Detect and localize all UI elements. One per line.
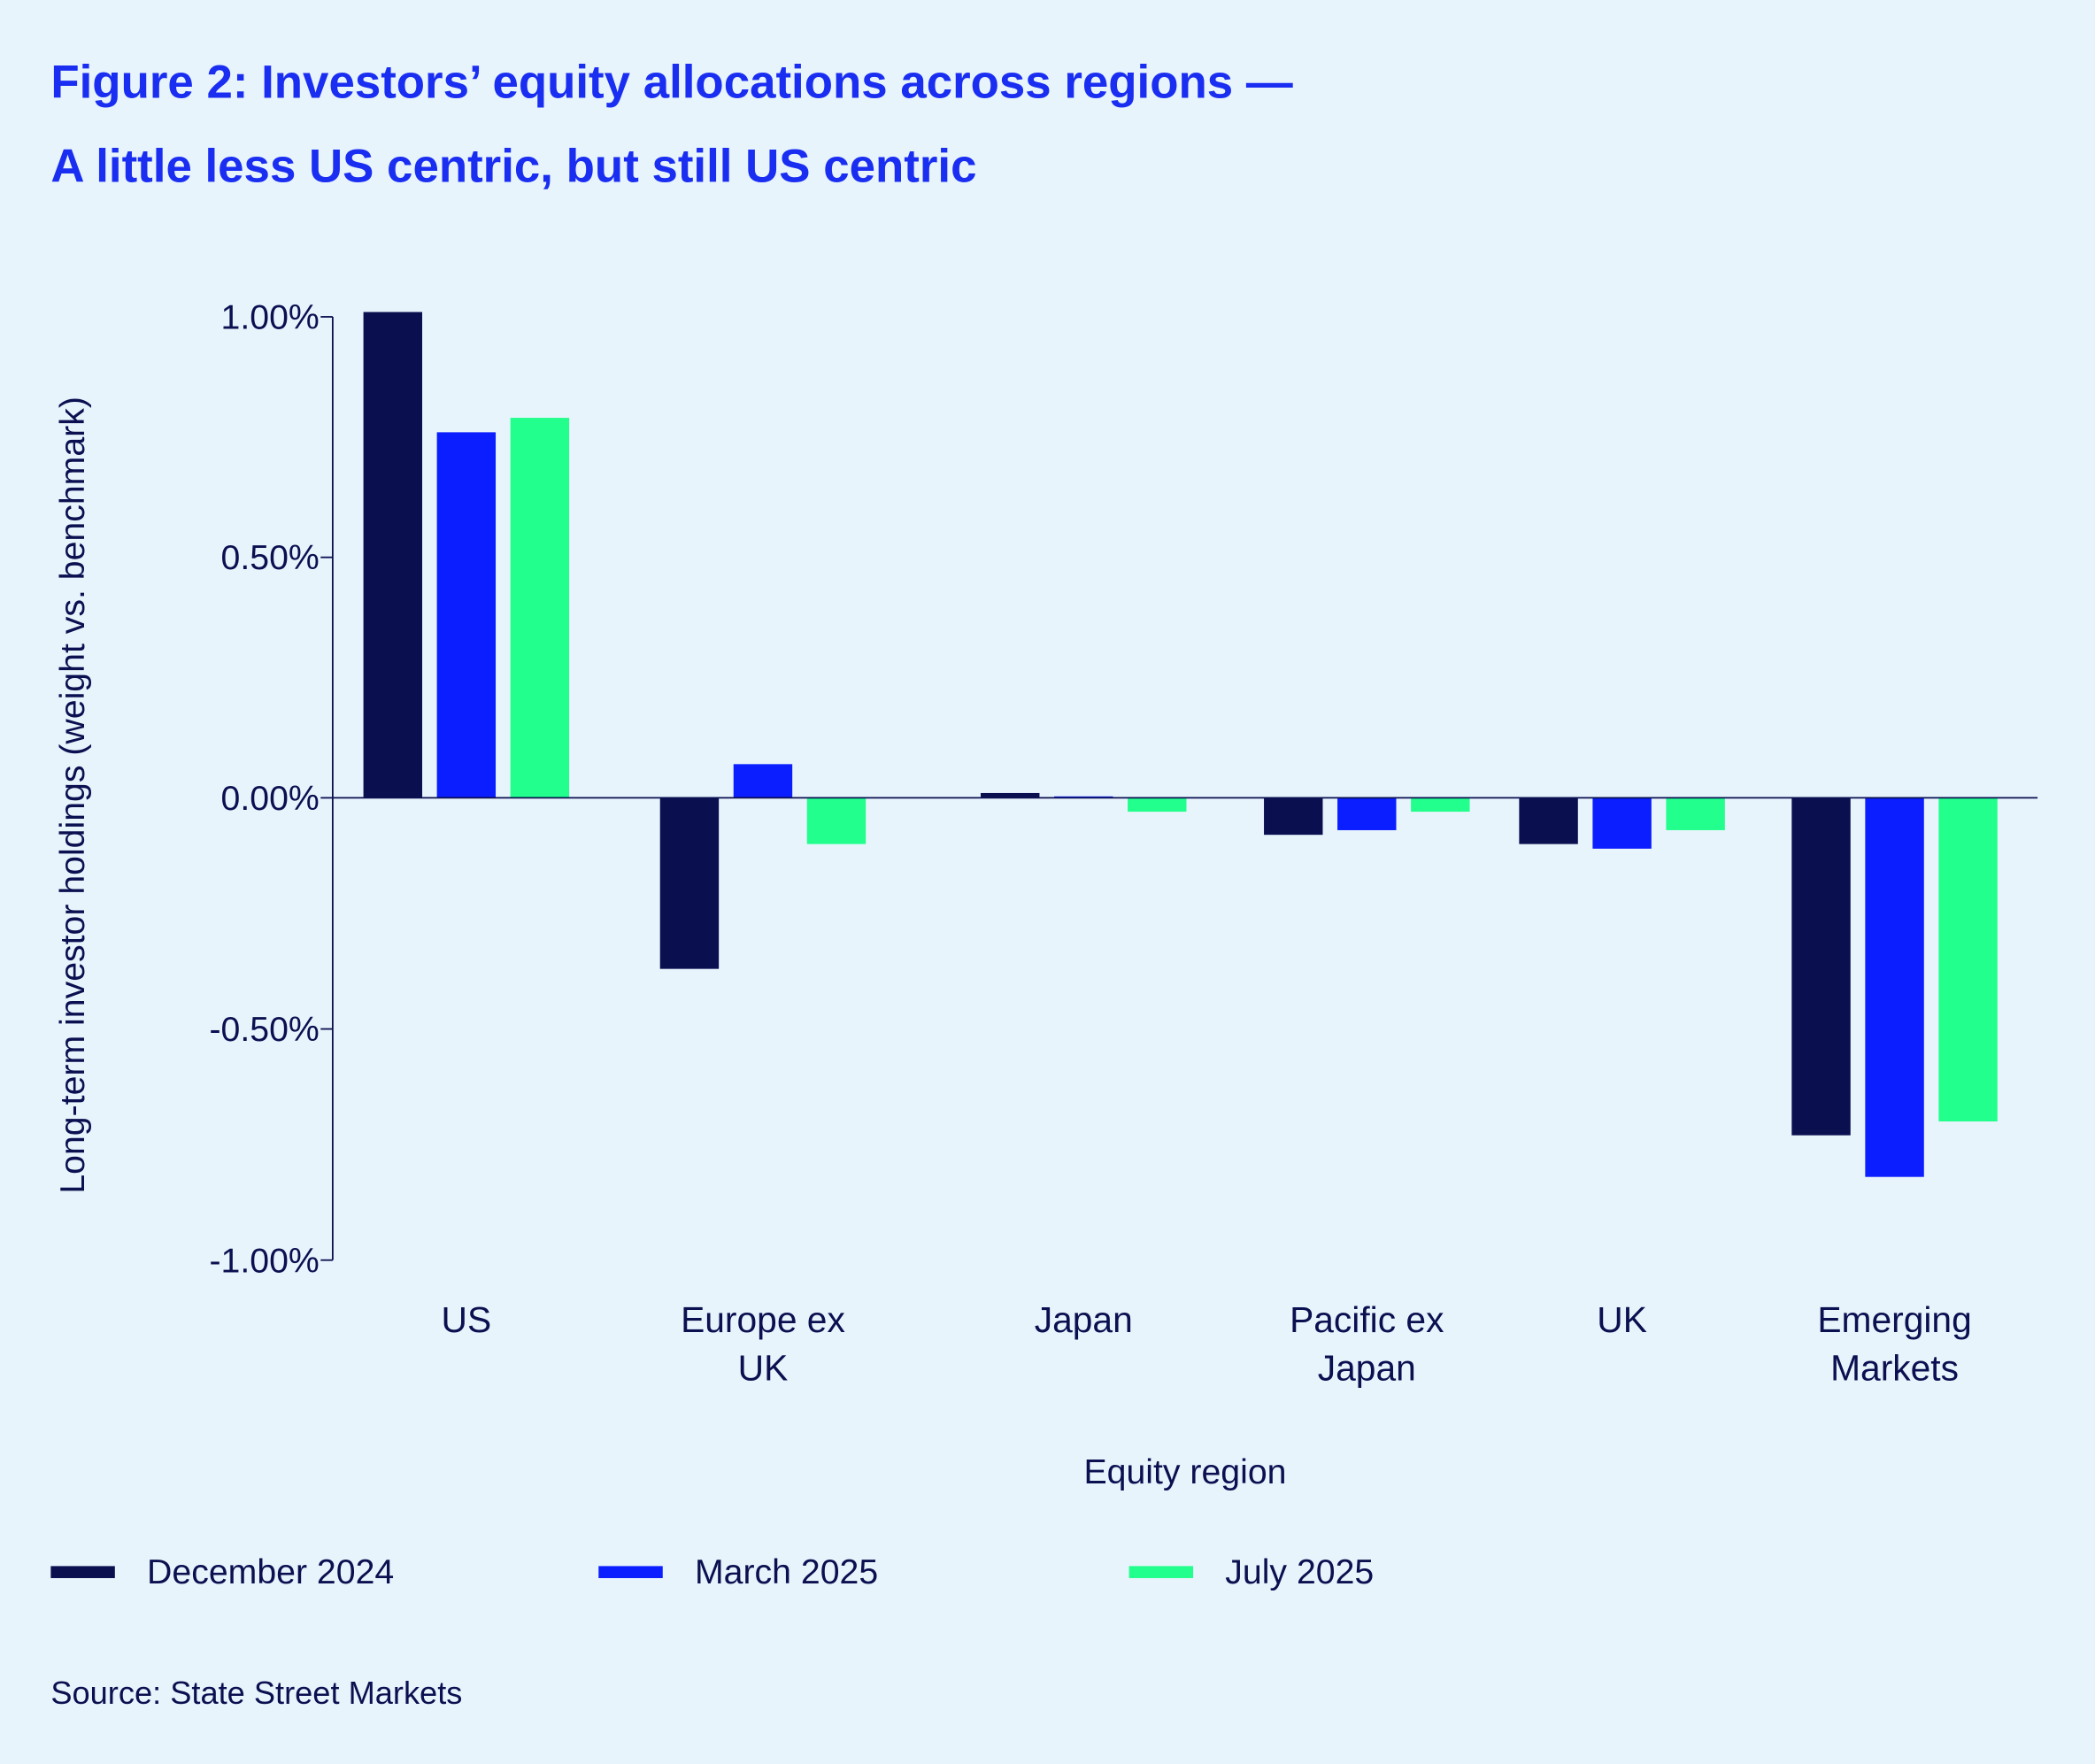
y-tick-label: 0.00% [221,779,320,818]
x-axis-label: Equity region [1083,1452,1286,1491]
x-tick-label: Markets [1830,1348,1959,1389]
bar [1264,797,1323,836]
bar [1519,797,1578,844]
x-tick-label: Japan [1318,1348,1416,1389]
bar [1666,797,1725,830]
bar [436,432,497,798]
x-tick-label: Emerging [1817,1299,1971,1340]
legend-label: March 2025 [695,1552,878,1591]
x-tick-label: Pacific ex [1290,1299,1444,1340]
x-tick-label: UK [1597,1299,1647,1340]
bar [1865,797,1924,1177]
bar [363,312,423,798]
x-tick-label: Europe ex [681,1299,845,1340]
y-tick-label: 0.50% [221,538,320,577]
y-tick-label: -0.50% [209,1010,319,1049]
x-tick-label: Japan [1035,1299,1133,1340]
chart-subtitle: A little less US centric, but still US c… [50,140,976,192]
bar [806,797,866,844]
bar [1128,797,1187,813]
y-tick-label: -1.00% [209,1241,319,1280]
bar [1411,797,1470,813]
bar [1592,797,1652,849]
bar [659,797,720,969]
bar [733,764,793,798]
bar [510,418,570,798]
bar [1938,797,1998,1122]
bar [1337,797,1397,830]
legend-label: July 2025 [1225,1552,1374,1591]
y-tick-label: 1.00% [221,298,320,337]
legend-swatch [598,1566,663,1578]
legend-label: December 2024 [147,1552,394,1591]
bar [981,792,1040,798]
legend-swatch [1128,1566,1194,1578]
x-tick-label: UK [738,1348,789,1389]
legend-swatch [50,1566,115,1578]
x-tick-label: US [442,1299,492,1340]
chart-title: Figure 2: Investors’ equity allocations … [50,56,1292,108]
source-note: Source: State Street Markets [50,1675,462,1711]
y-axis-label: Long-term investor holdings (weight vs. … [53,397,92,1194]
bar [1791,797,1851,1136]
